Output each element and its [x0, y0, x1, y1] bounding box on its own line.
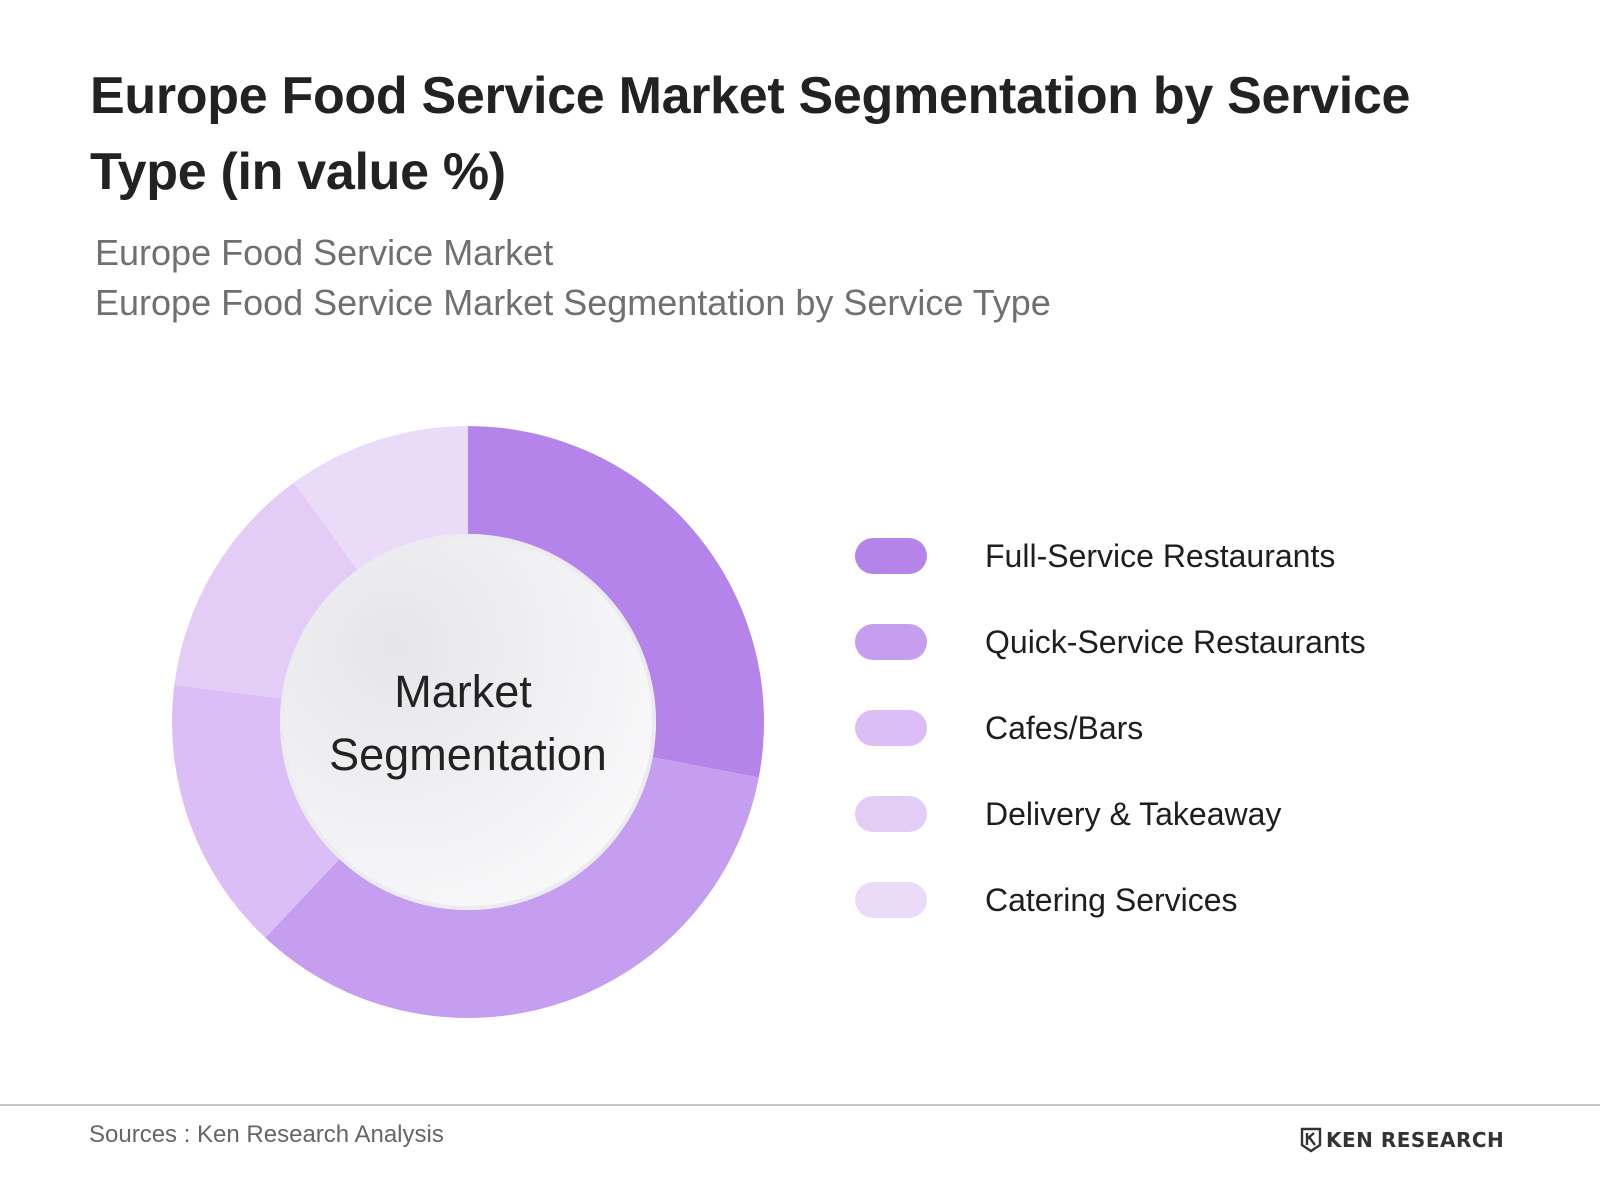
center-label-line-2: Segmentation: [329, 729, 607, 780]
subtitle-line-2: Europe Food Service Market Segmentation …: [95, 282, 1051, 323]
legend-swatch: [855, 796, 927, 832]
legend-label: Delivery & Takeaway: [985, 795, 1282, 832]
subtitle-line-1: Europe Food Service Market: [95, 232, 554, 273]
legend-item-catering: Catering Services: [855, 857, 1366, 943]
legend-item-full-service: Full-Service Restaurants: [855, 513, 1366, 599]
center-disc: [280, 534, 656, 910]
legend-item-quick-service: Quick-Service Restaurants: [855, 599, 1366, 685]
legend-label: Full-Service Restaurants: [985, 537, 1336, 574]
legend-swatch: [855, 882, 927, 918]
chart-title: Europe Food Service Market Segmentation …: [90, 67, 1411, 201]
donut-slice-4: [174, 482, 358, 699]
legend-label: Catering Services: [985, 881, 1238, 918]
footer-divider: [0, 1104, 1600, 1106]
legend-item-cafes-bars: Cafes/Bars: [855, 685, 1366, 771]
legend-swatch: [855, 624, 927, 660]
legend-item-delivery-takeaway: Delivery & Takeaway: [855, 771, 1366, 857]
brand: KEN RESEARCH: [1300, 1126, 1504, 1154]
chart-subtitle: Europe Food Service Market Europe Food S…: [95, 228, 1051, 328]
donut-slice-3: [172, 684, 340, 938]
donut-slice-2: [265, 757, 759, 1018]
donut-slice-1: [468, 426, 764, 778]
source-note: Sources : Ken Research Analysis: [89, 1121, 444, 1148]
legend-swatch: [855, 538, 927, 574]
center-label-line-1: Market: [394, 666, 532, 717]
donut-slices: [172, 426, 764, 1018]
legend-label: Quick-Service Restaurants: [985, 623, 1366, 660]
ken-research-logo-icon: [1300, 1127, 1322, 1153]
legend-label: Cafes/Bars: [985, 709, 1144, 746]
donut-slice-5: [294, 426, 468, 570]
legend-swatch: [855, 710, 927, 746]
brand-name: KEN RESEARCH: [1326, 1128, 1505, 1152]
chart-legend: Full-Service Restaurants Quick-Service R…: [855, 513, 1366, 943]
